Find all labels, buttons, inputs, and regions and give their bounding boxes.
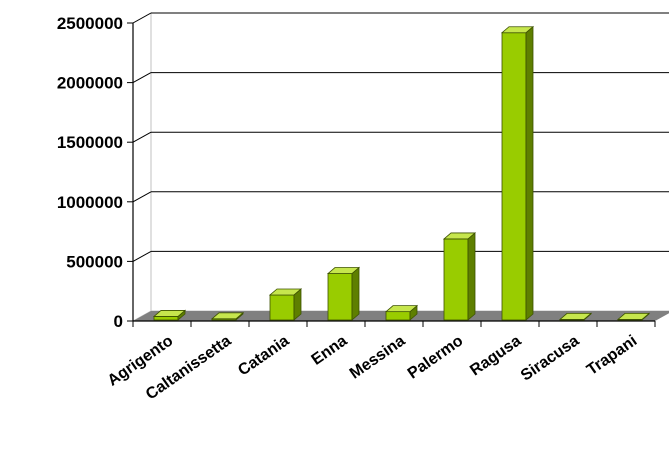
- x-category-label: Messina: [347, 332, 409, 382]
- bar-siracusa: [558, 312, 593, 321]
- bar-front-face: [153, 316, 179, 321]
- x-category-label: Enna: [308, 332, 350, 368]
- x-category-label: Ragusa: [467, 332, 524, 379]
- bar-top-face: [152, 310, 187, 317]
- x-category-label: Palermo: [405, 332, 467, 382]
- bar-top-face: [326, 267, 361, 274]
- bar-top-face: [268, 288, 303, 296]
- side-wall-panel: [132, 12, 152, 322]
- bar-agrigento: [152, 309, 187, 321]
- y-tick-label: 1000000: [57, 193, 123, 212]
- axes: [127, 22, 656, 327]
- y-axis-tick-labels: 0 500000 1000000 1500000 2000000 2500000: [57, 14, 123, 331]
- bar-caltanissetta: [210, 311, 245, 321]
- bar-top-face: [558, 313, 593, 320]
- gridline-depth: [132, 72, 152, 84]
- bar-top-face: [442, 232, 477, 240]
- bar-trapani: [616, 312, 651, 321]
- y-tick-label: 2000000: [57, 74, 123, 93]
- bar-side-face: [351, 266, 360, 321]
- bar-front-face: [443, 238, 469, 321]
- bar-top-face: [384, 305, 419, 313]
- bar-top-face: [210, 312, 245, 320]
- y-tick-label: 500000: [66, 252, 123, 271]
- bar-enna: [326, 266, 361, 321]
- gridline-depth: [132, 250, 152, 262]
- bar-front-face: [269, 294, 295, 321]
- bar-side-face: [525, 25, 534, 321]
- back-wall-panel: [150, 12, 669, 312]
- bar-top-face: [616, 313, 651, 320]
- y-tick-label: 0: [114, 312, 123, 331]
- gridline-depth: [132, 131, 152, 143]
- x-category-label: Trapani: [584, 332, 640, 379]
- bars: [152, 25, 651, 321]
- gridline-depth: [132, 12, 152, 24]
- bar-catania: [268, 288, 303, 321]
- bar-front-face: [385, 311, 411, 321]
- gridlines: [132, 12, 669, 262]
- x-category-label: Catania: [235, 332, 292, 379]
- bar-top-face: [500, 26, 535, 34]
- bar-front-face: [327, 273, 353, 321]
- bar-side-face: [467, 232, 476, 321]
- y-tick-label: 1500000: [57, 133, 123, 152]
- x-category-label: Siracusa: [518, 332, 582, 384]
- bar-messina: [384, 304, 419, 321]
- bar-ragusa: [500, 25, 535, 321]
- gridline-depth: [132, 191, 152, 203]
- bar-front-face: [501, 32, 527, 321]
- bar-palermo: [442, 232, 477, 321]
- y-tick-label: 2500000: [57, 14, 123, 33]
- chart-back-wall: [132, 12, 669, 322]
